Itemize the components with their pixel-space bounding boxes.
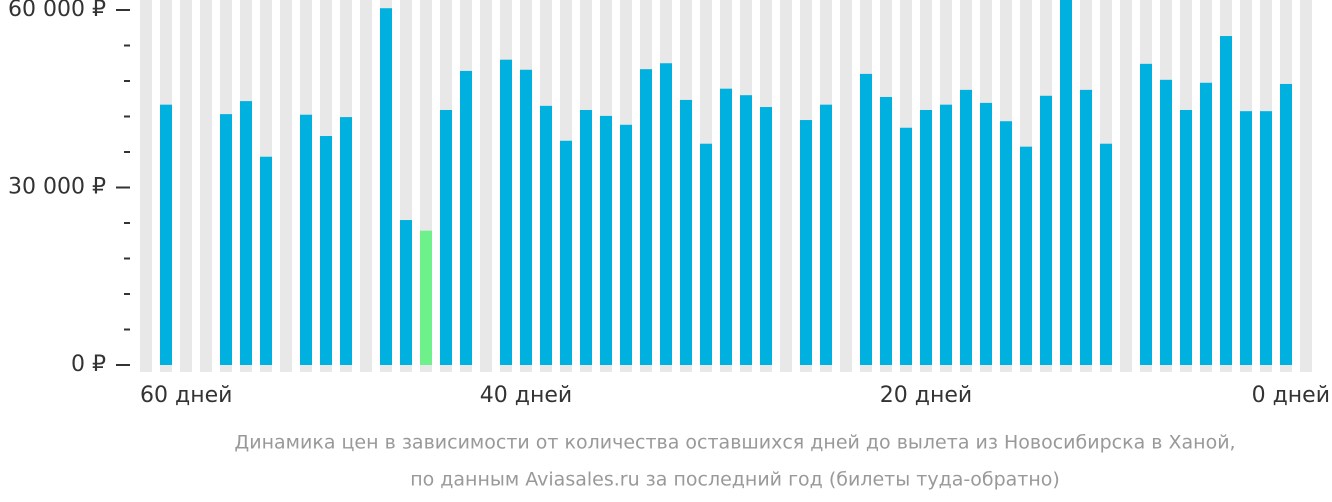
- bar: [900, 127, 912, 365]
- slot-background: [140, 0, 152, 372]
- bar: [540, 105, 552, 365]
- bar: [620, 124, 632, 366]
- bar: [760, 107, 772, 366]
- bar: [380, 8, 392, 365]
- bar: [1280, 83, 1292, 365]
- caption: по данным Aviasales.ru за последний год …: [410, 469, 1060, 491]
- bar: [820, 104, 832, 366]
- bar: [220, 114, 232, 365]
- slot-background: [280, 0, 292, 372]
- y-tick-label: 30 000 ₽: [8, 175, 106, 200]
- bar: [980, 102, 992, 366]
- bar: [340, 117, 352, 365]
- bar: [560, 140, 572, 365]
- bar: [920, 109, 932, 365]
- bar: [300, 114, 312, 365]
- bar: [740, 95, 752, 365]
- bar: [1180, 109, 1192, 365]
- bar: [660, 63, 672, 365]
- bar: [1160, 79, 1172, 366]
- slot-background: [1120, 0, 1132, 372]
- bar: [600, 115, 612, 366]
- bar: [520, 69, 532, 365]
- slot-background: [780, 0, 792, 372]
- caption: Динамика цен в зависимости от количества…: [234, 432, 1235, 454]
- bar: [680, 99, 692, 365]
- bar: [1140, 63, 1152, 365]
- slot-background: [360, 0, 372, 372]
- slot-background: [200, 0, 212, 372]
- bar: [640, 69, 652, 366]
- bar: [260, 156, 272, 365]
- slot-background: [480, 0, 492, 372]
- bar: [400, 220, 412, 365]
- slot-background: [1300, 0, 1312, 372]
- bar: [240, 101, 252, 365]
- slot-background: [180, 0, 192, 372]
- bar: [700, 143, 712, 365]
- bar: [1000, 121, 1012, 365]
- x-tick-label: 0 дней: [1252, 383, 1330, 408]
- bar: [860, 73, 872, 366]
- bar: [420, 230, 432, 365]
- bar: [1200, 82, 1212, 366]
- bar: [880, 96, 892, 365]
- bar: [460, 70, 472, 366]
- bar: [1220, 36, 1232, 366]
- bar: [1240, 111, 1252, 365]
- bar: [160, 104, 172, 366]
- bar: [440, 109, 452, 365]
- x-tick-label: 20 дней: [880, 383, 972, 408]
- x-tick-label: 40 дней: [480, 383, 572, 408]
- bar: [320, 136, 332, 365]
- bar: [500, 59, 512, 365]
- bar: [1020, 146, 1032, 365]
- slot-background: [840, 0, 852, 372]
- y-tick-label: 0 ₽: [71, 352, 106, 377]
- bar: [1060, 0, 1072, 365]
- bar: [800, 120, 812, 365]
- bar: [1260, 111, 1272, 365]
- bar: [940, 104, 952, 366]
- bar: [960, 89, 972, 365]
- bar: [580, 109, 592, 365]
- x-tick-label: 60 дней: [140, 383, 232, 408]
- y-tick-label: 60 000 ₽: [8, 0, 106, 22]
- bar: [1040, 95, 1052, 366]
- bar: [1100, 143, 1112, 365]
- bar: [1080, 89, 1092, 365]
- bar: [720, 88, 732, 366]
